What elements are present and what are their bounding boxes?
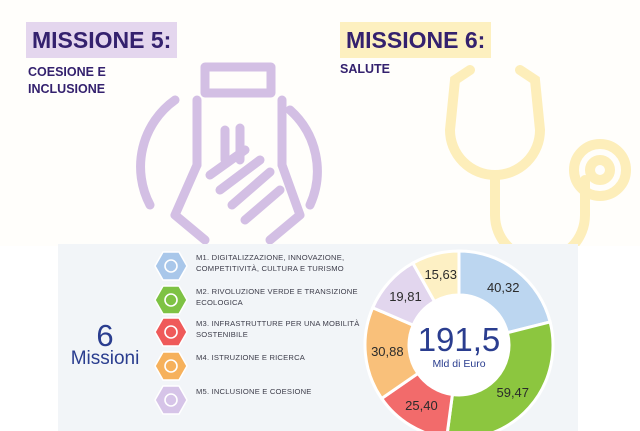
total-unit: Mld di Euro bbox=[432, 358, 486, 370]
mission-label: M3. INFRASTRUTTURE PER UNA MOBILITÀ SOST… bbox=[196, 319, 360, 339]
mission-label: M1. DIGITALIZZAZIONE, INNOVAZIONE, COMPE… bbox=[196, 253, 345, 273]
mission-label: M2. RIVOLUZIONE VERDE E TRANSIZIONE ECOL… bbox=[196, 287, 358, 307]
stethoscope-icon bbox=[444, 65, 631, 246]
mission-label: M5. INCLUSIONE E COESIONE bbox=[196, 387, 312, 396]
mission6-title: MISSIONE 6: bbox=[340, 22, 492, 58]
donut-slice bbox=[410, 249, 461, 304]
mission6-subtitle: SALUTE bbox=[340, 62, 390, 76]
mission-row: M5. INCLUSIONE E COESIONE bbox=[154, 384, 384, 416]
mission-label: M4. ISTRUZIONE E RICERCA bbox=[196, 353, 306, 362]
mission5-subtitle: COESIONE E INCLUSIONE bbox=[28, 65, 106, 96]
donut-slice bbox=[446, 320, 555, 431]
mission-row: M4. ISTRUZIONE E RICERCA bbox=[154, 350, 384, 382]
missions-count-label: Missioni bbox=[70, 348, 140, 369]
donut-center bbox=[410, 296, 508, 394]
books-icon bbox=[154, 351, 188, 381]
train-icon bbox=[154, 317, 188, 347]
mission5-title: MISSIONE 5: bbox=[26, 22, 178, 58]
slice-value-label: 15,63 bbox=[424, 267, 457, 283]
missions-infographic: 6 Missioni M1. DIGITALIZZAZIONE, INNOVAZ… bbox=[58, 244, 578, 431]
mission-row: M3. INFRASTRUTTURE PER UNA MOBILITÀ SOST… bbox=[154, 316, 384, 348]
slice-value-label: 59,47 bbox=[496, 384, 530, 400]
people-icon bbox=[154, 385, 188, 415]
missions-count: 6 bbox=[96, 318, 114, 353]
mission-row: M2. RIVOLUZIONE VERDE E TRANSIZIONE ECOL… bbox=[154, 284, 384, 316]
globe-leaf-icon bbox=[154, 285, 188, 315]
slice-value-label: 40,32 bbox=[486, 280, 520, 296]
hands-icon bbox=[136, 62, 322, 245]
total-value: 191,5 bbox=[417, 321, 501, 358]
mission-row: M1. DIGITALIZZAZIONE, INNOVAZIONE, COMPE… bbox=[154, 250, 384, 282]
background-illustrations bbox=[136, 62, 631, 246]
donut-chart bbox=[363, 249, 555, 431]
top-section: MISSIONE 5: COESIONE E INCLUSIONE MISSIO… bbox=[26, 22, 631, 246]
slice-value-label: 25,40 bbox=[405, 398, 438, 414]
slice-value-label: 30,88 bbox=[371, 344, 404, 360]
slice-value-label: 19,81 bbox=[389, 288, 422, 304]
network-brain-icon bbox=[154, 251, 188, 281]
